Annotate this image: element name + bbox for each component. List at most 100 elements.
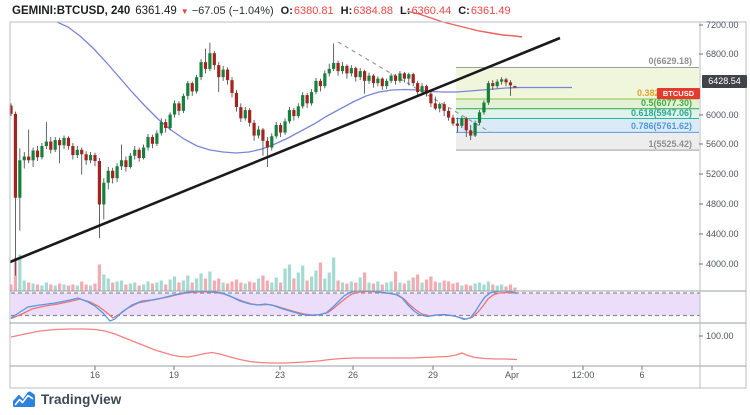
candle-body xyxy=(208,53,212,69)
candle-body xyxy=(252,122,256,136)
tradingview-attribution[interactable]: TradingView xyxy=(13,391,121,408)
candle-body xyxy=(212,53,216,66)
volume-bar xyxy=(504,286,508,291)
chart-legend[interactable]: GEMINI:BTCUSD, 240 6361.49 ▼ −67.05 (−1.… xyxy=(12,3,511,19)
candle-body xyxy=(150,137,155,144)
volume-bar xyxy=(71,284,75,291)
high-label: H: xyxy=(340,5,353,17)
volume-bar xyxy=(420,282,424,291)
candle-body xyxy=(190,83,194,92)
brand-name: TradingView xyxy=(41,392,122,407)
volume-bar xyxy=(292,278,296,291)
volume-bar xyxy=(296,272,300,291)
volume-bar xyxy=(186,275,190,291)
candle-body xyxy=(71,146,75,156)
volume-bar xyxy=(256,278,261,291)
volume-bar xyxy=(305,280,309,291)
current-price-badge: 6428.54 xyxy=(702,75,747,88)
candle-body xyxy=(358,71,362,78)
volume-bar xyxy=(442,280,446,291)
candle-body xyxy=(491,83,495,87)
volume-bar xyxy=(323,278,327,291)
candle-body xyxy=(473,122,477,136)
candle-body xyxy=(301,95,305,107)
fib-level-label: 0.618(5947.06) xyxy=(630,107,692,118)
volume-bar xyxy=(446,281,451,291)
candle-body xyxy=(199,62,203,78)
candle-body xyxy=(124,160,128,168)
candle-body xyxy=(460,118,464,126)
candle-body xyxy=(469,130,473,136)
candle-body xyxy=(106,170,110,183)
volume-bar xyxy=(66,285,71,291)
candle-body xyxy=(9,105,13,114)
volume-bar xyxy=(84,284,88,291)
volume-bar xyxy=(203,278,208,291)
volume-bar xyxy=(354,282,358,291)
volume-bar xyxy=(40,285,44,291)
volume-bar xyxy=(460,285,464,291)
volume-bar xyxy=(464,284,468,291)
volume-bar xyxy=(332,257,336,291)
candle-body xyxy=(49,141,53,150)
candle-body xyxy=(455,123,460,126)
candle-body xyxy=(66,137,71,147)
volume-bar xyxy=(411,277,415,291)
candle-body xyxy=(287,110,292,122)
candle-body xyxy=(451,117,455,124)
candle-body xyxy=(327,68,331,74)
volume-bar xyxy=(402,283,406,291)
candle-body xyxy=(115,166,119,179)
symbol-price-label-badge: BTCUSD xyxy=(657,88,700,99)
price-axis-label: 100.00 xyxy=(706,331,734,341)
volume-bar xyxy=(27,282,31,291)
candle-body xyxy=(446,110,451,118)
candle-body xyxy=(256,129,261,136)
candle-body xyxy=(18,160,22,198)
volume-bar xyxy=(106,278,110,291)
volume-bar xyxy=(371,283,376,291)
chart-frame xyxy=(9,21,747,389)
volume-bar xyxy=(142,284,146,291)
black-trendline[interactable] xyxy=(9,36,561,264)
volume-bar xyxy=(133,282,137,291)
volume-bar xyxy=(340,282,345,291)
candle-body xyxy=(354,68,358,78)
last-price: 6361.49 xyxy=(135,5,177,17)
price-axis-label: 4800.00 xyxy=(706,199,739,209)
candle-body xyxy=(416,83,420,93)
volume-bar xyxy=(150,283,155,291)
candle-body xyxy=(172,103,177,115)
dashed-trendline[interactable] xyxy=(337,41,491,133)
candle-body xyxy=(283,121,287,133)
symbol-title[interactable]: GEMINI:BTCUSD, 240 xyxy=(12,5,131,17)
volume-bar xyxy=(146,281,150,291)
open-label: O: xyxy=(280,5,293,17)
volume-bar xyxy=(367,282,371,291)
candle-body xyxy=(239,107,243,119)
volume-bar xyxy=(239,282,243,291)
candle-body xyxy=(195,77,199,92)
candle-body xyxy=(80,149,84,155)
candle-body xyxy=(385,80,389,87)
candle-body xyxy=(243,110,247,119)
volume-bar xyxy=(97,264,101,291)
volume-bar xyxy=(424,279,429,291)
ma-red-line[interactable] xyxy=(406,10,523,38)
candle-body xyxy=(433,103,437,109)
candle-body xyxy=(146,137,150,148)
candle-body xyxy=(128,155,132,168)
candle-body xyxy=(318,80,322,87)
volume-bar xyxy=(22,280,26,291)
candle-body xyxy=(31,150,35,161)
volume-bar xyxy=(230,281,234,291)
candle-body xyxy=(363,71,367,81)
candle-body xyxy=(371,75,376,84)
volume-bar xyxy=(287,264,292,291)
candle-body xyxy=(27,156,31,161)
ma-blue-line[interactable] xyxy=(56,21,572,154)
candle-body xyxy=(13,113,18,198)
candle-body xyxy=(336,62,340,72)
volume-bar xyxy=(44,282,48,291)
